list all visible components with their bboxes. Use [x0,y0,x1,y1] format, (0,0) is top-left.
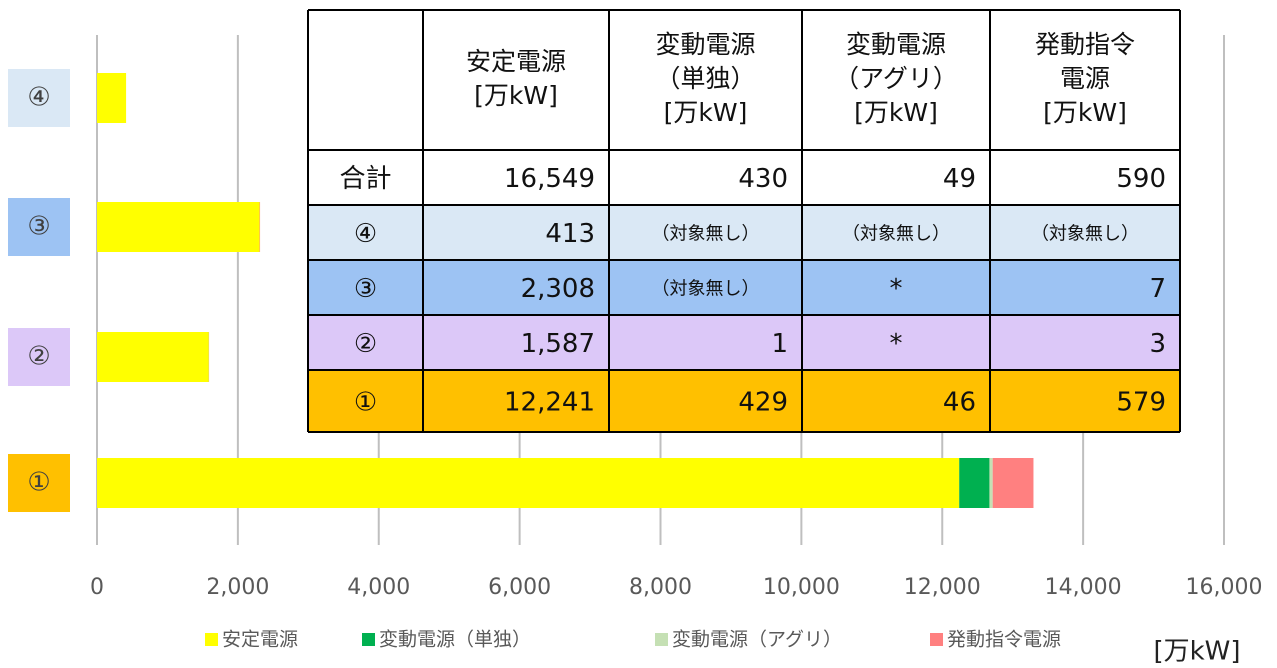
bar-segment [989,458,993,508]
table-cell: 590 [1116,164,1166,194]
bar-segment [97,73,127,123]
legend-label: 変動電源（単独） [379,629,531,651]
table-header: 電源 [1060,64,1110,93]
table-row [308,315,1180,370]
table-header: [万kW] [1043,98,1127,127]
table-cell: * [890,329,903,359]
x-axis-label: [万kW] [1153,637,1240,667]
table-row [308,150,1180,205]
y-tick-label: ③ [27,212,50,242]
bar-segment [97,332,209,382]
table-cell: 46 [943,388,976,418]
table-cell: * [890,274,903,304]
table-cell: 429 [738,388,788,418]
table-row [308,260,1180,315]
table-cell: （対象無し） [1031,224,1139,245]
table-cell: 579 [1116,388,1166,418]
legend-swatch [655,633,668,646]
table-header: 変動電源 [655,30,755,59]
bar-segment [992,458,1034,508]
x-tick-label: 10,000 [763,575,840,600]
bar-segment [97,458,960,508]
x-tick-label: 2,000 [206,575,269,600]
table-cell: 7 [1149,274,1166,304]
legend-label: 安定電源 [222,629,298,651]
y-tick-label: ④ [27,83,50,113]
table-header: （アグリ） [834,64,958,93]
x-tick-label: 0 [90,575,104,600]
table-header: 変動電源 [846,30,946,59]
table-row [308,370,1180,432]
table-cell: 1,587 [521,329,595,359]
legend-label: 発動指令電源 [947,629,1061,651]
table-cell: （対象無し） [652,279,760,300]
category-box [8,69,70,127]
table-cell: （対象無し） [842,224,950,245]
table-header: （単独） [655,64,755,93]
legend-label: 変動電源（アグリ） [672,629,842,651]
table-cell: （対象無し） [652,224,760,245]
table-cell: ④ [354,219,377,249]
table-cell: 合計 [339,164,391,194]
table-header: [万kW] [474,81,558,110]
x-tick-label: 4,000 [347,575,410,600]
table-cell: 1 [771,329,788,359]
x-tick-label: 12,000 [904,575,981,600]
table-cell: ③ [354,274,377,304]
x-tick-label: 14,000 [1045,575,1122,600]
table-header: 発動指令 [1035,30,1135,59]
table-cell: ① [354,388,377,418]
table-cell: 413 [545,219,595,249]
y-tick-label: ① [27,468,50,498]
table-bg [308,10,1180,150]
table-cell: 3 [1149,329,1166,359]
table-cell: 430 [738,164,788,194]
bar-segment [97,202,260,252]
y-tick-label: ② [27,342,50,372]
bar-segment [959,458,990,508]
table-cell: 2,308 [521,274,595,304]
table-cell: 16,549 [504,164,595,194]
table-cell: 12,241 [504,388,595,418]
table-header: [万kW] [664,98,748,127]
category-box [8,328,70,386]
table-cell: 49 [943,164,976,194]
category-box [8,198,70,256]
legend-swatch [930,633,943,646]
x-tick-label: 8,000 [629,575,692,600]
table-cell: ② [354,329,377,359]
table-row [308,205,1180,260]
table-header: [万kW] [854,98,938,127]
legend-swatch [362,633,375,646]
table-header: 安定電源 [466,47,566,76]
category-box [8,454,70,512]
x-tick-label: 16,000 [1186,575,1263,600]
legend-swatch [205,633,218,646]
x-tick-label: 6,000 [488,575,551,600]
